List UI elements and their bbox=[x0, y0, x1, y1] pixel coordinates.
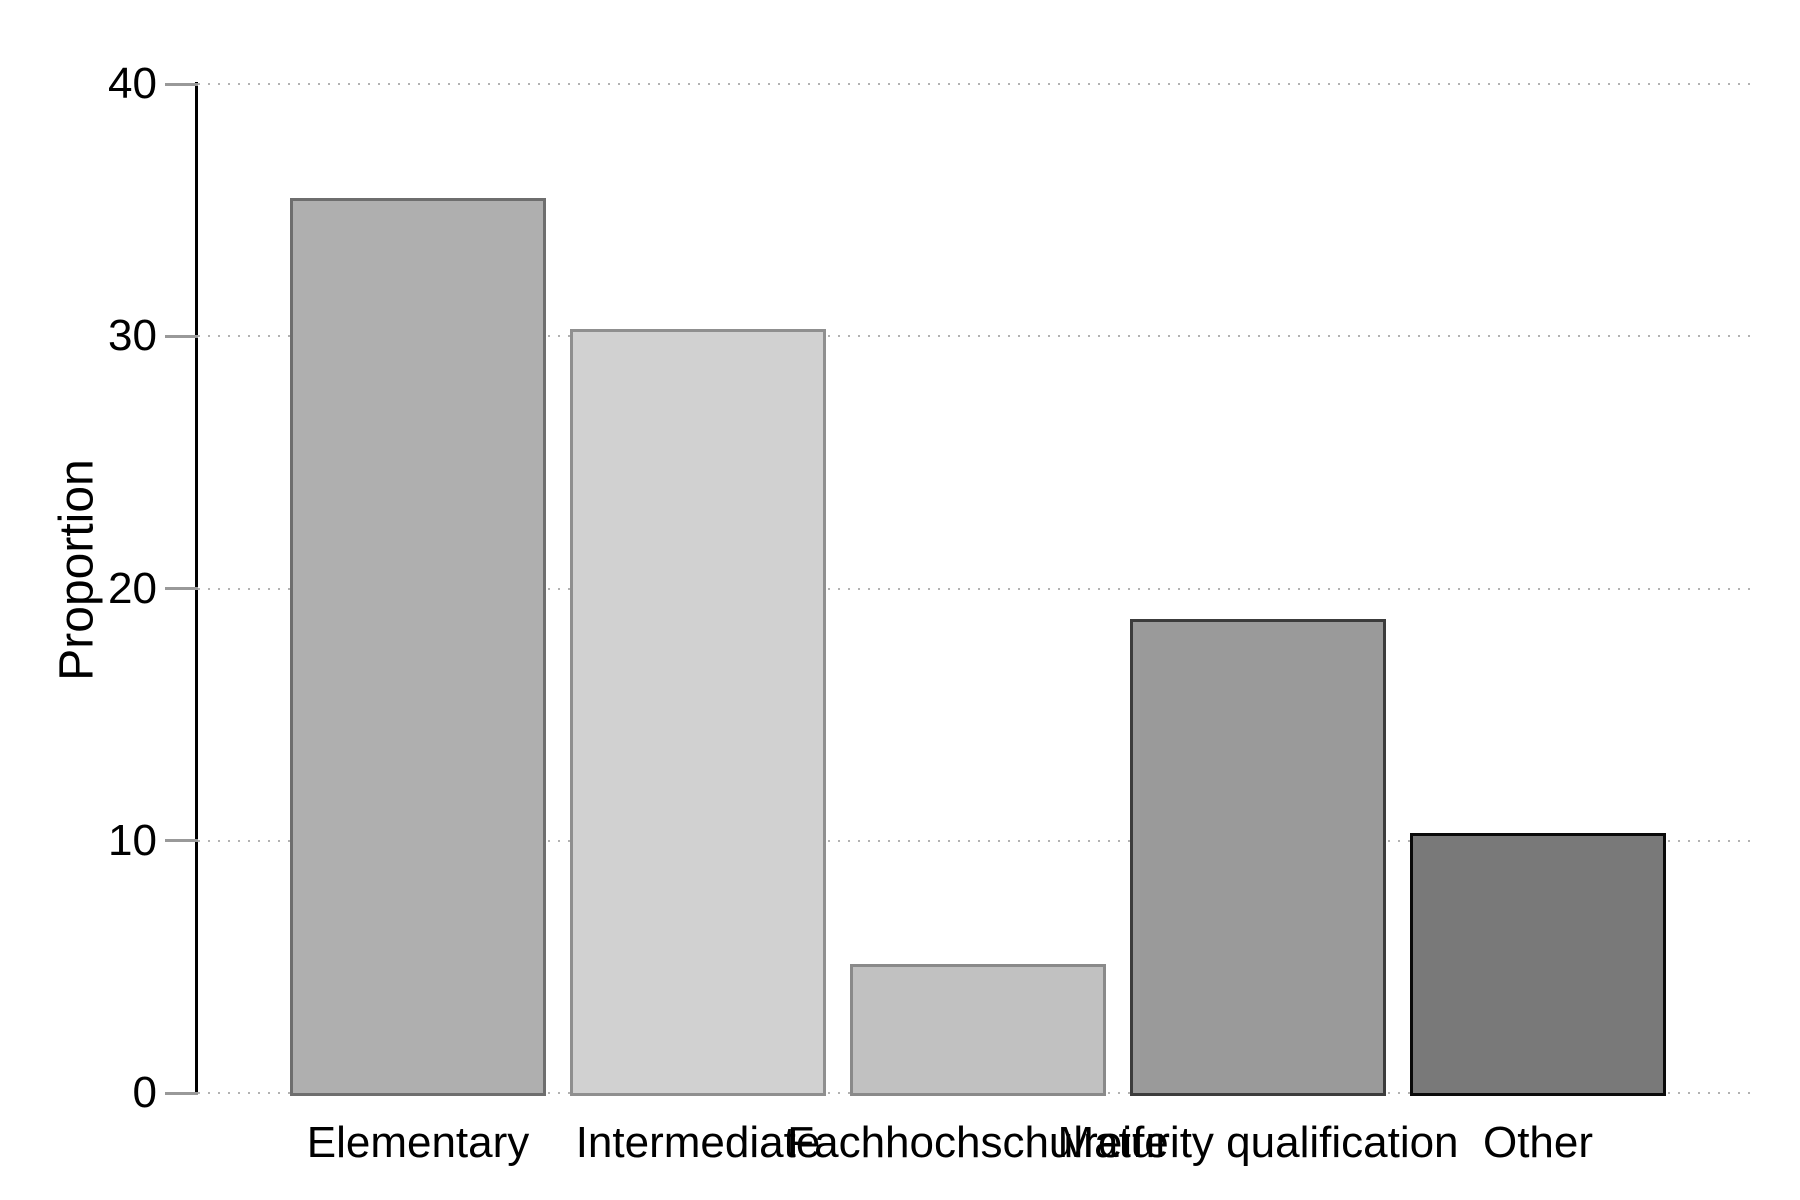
y-tick-mark-20 bbox=[165, 587, 198, 590]
y-tick-label-40: 40 bbox=[108, 59, 157, 108]
bar-other bbox=[1410, 833, 1666, 1096]
y-tick-label-0: 0 bbox=[132, 1068, 157, 1117]
gridline-30 bbox=[198, 335, 1755, 338]
x-tick-label-fachhochschulreife: Fachhochschulreife bbox=[787, 1118, 1169, 1167]
y-tick-label-30: 30 bbox=[108, 311, 157, 361]
y-tick-label-10: 10 bbox=[108, 815, 157, 865]
y-tick-mark-0 bbox=[165, 1091, 198, 1095]
gridline-40 bbox=[198, 83, 1755, 85]
bar-intermediate bbox=[570, 328, 826, 1096]
gridline-20 bbox=[198, 587, 1755, 590]
x-tick-label-elementary: Elementary bbox=[306, 1118, 530, 1167]
bar-fachhochschulreife bbox=[850, 964, 1106, 1096]
gridline-10 bbox=[198, 839, 1755, 842]
bar-elementary bbox=[290, 197, 546, 1096]
y-tick-mark-30 bbox=[165, 334, 198, 338]
y-tick-mark-10 bbox=[165, 839, 198, 843]
y-tick-label-20: 20 bbox=[108, 563, 157, 613]
y-tick-mark-40 bbox=[165, 82, 198, 86]
bar-maturity-qualification bbox=[1130, 618, 1386, 1096]
x-tick-label-other: Other bbox=[1482, 1118, 1594, 1167]
x-tick-label-maturity-qualification: Maturity qualification bbox=[1057, 1118, 1459, 1167]
x-tick-label-intermediate: Intermediate bbox=[575, 1118, 821, 1167]
